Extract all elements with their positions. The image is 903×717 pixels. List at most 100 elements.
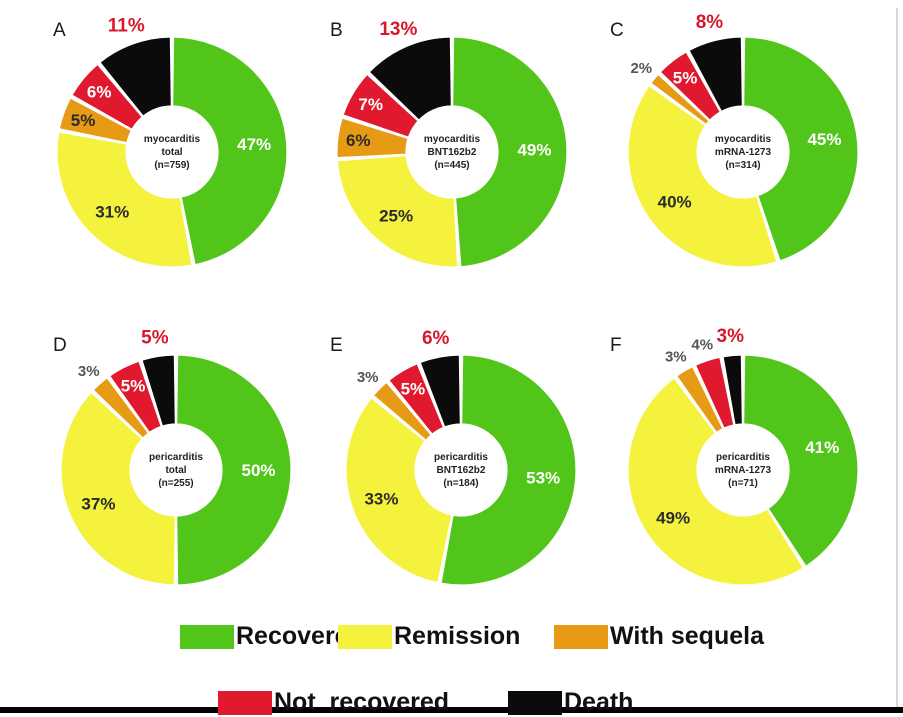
legend-label-death: Death <box>564 688 634 716</box>
slice-label-f-not-recovered: 4% <box>691 337 713 354</box>
slice-label-e-recovered: 53% <box>526 469 560 488</box>
panel-letter-d: D <box>53 335 67 356</box>
panel-letter-f: F <box>610 335 622 356</box>
slice-b-not-recovered <box>342 73 419 138</box>
slice-b-with-sequela <box>336 117 409 159</box>
slice-f-not-recovered <box>694 356 735 429</box>
center-label-d-line-3: (n=255) <box>158 478 193 489</box>
center-label-c-line-2: mRNA-1273 <box>715 147 772 158</box>
legend-item-recovered: Recovered <box>180 622 364 651</box>
slice-label-c-not-recovered: 5% <box>673 68 698 87</box>
center-label-d-line-1: pericarditis <box>149 452 203 463</box>
slice-e-recovered <box>440 354 577 586</box>
slice-a-not-recovered <box>71 63 144 131</box>
slice-d-recovered <box>176 354 292 586</box>
slice-label-a-with-sequela: 5% <box>71 111 96 130</box>
slice-b-recovered <box>452 36 568 268</box>
slice-d-not-recovered <box>108 360 162 434</box>
legend-item-death: Death <box>508 688 633 717</box>
legend-label-remission: Remission <box>394 622 521 650</box>
slice-label-f-recovered: 41% <box>805 438 839 457</box>
slice-label-c-remission: 40% <box>658 193 692 212</box>
center-label-b-line-1: myocarditis <box>424 134 481 145</box>
legend-swatch-with-sequela <box>554 624 608 649</box>
slice-label-d-remission: 37% <box>81 495 115 514</box>
panel-letter-b: B <box>330 20 343 41</box>
slice-label-b-not-recovered: 7% <box>358 95 383 114</box>
slice-label-f-death: 3% <box>717 326 745 347</box>
center-label-c-line-1: myocarditis <box>715 134 772 145</box>
slice-label-b-remission: 25% <box>379 206 413 225</box>
center-label-e-line-3: (n=184) <box>443 478 478 489</box>
center-label-a-line-1: myocarditis <box>144 134 201 145</box>
slice-f-with-sequela <box>675 365 724 434</box>
legend-swatch-remission <box>338 624 392 649</box>
slice-c-remission <box>627 84 778 268</box>
slice-label-c-with-sequela: 2% <box>630 60 652 77</box>
slice-label-d-not-recovered: 5% <box>121 377 146 396</box>
slice-b-death <box>368 36 452 121</box>
center-label-b-line-2: BNT162b2 <box>428 147 477 158</box>
slice-f-remission <box>627 377 805 586</box>
slice-label-e-with-sequela: 3% <box>357 369 379 386</box>
slice-a-death <box>99 36 172 117</box>
slice-c-not-recovered <box>659 51 722 121</box>
legend-label-with-sequela: With sequela <box>610 622 764 650</box>
center-label-a-line-2: total <box>161 147 182 158</box>
legend-item-remission: Remission <box>338 622 520 651</box>
center-label-e-line-1: pericarditis <box>434 452 488 463</box>
panel-letter-a: A <box>53 20 66 41</box>
slice-label-b-death: 13% <box>379 19 417 40</box>
slice-label-d-death: 5% <box>141 327 169 348</box>
slice-label-a-death: 11% <box>108 16 145 37</box>
slice-c-with-sequela <box>650 73 710 126</box>
slice-d-with-sequela <box>92 377 150 439</box>
slice-label-a-not-recovered: 6% <box>87 83 112 102</box>
center-label-f-line-1: pericarditis <box>716 452 770 463</box>
legend-swatch-not-recovered <box>218 690 272 715</box>
slice-e-with-sequela <box>372 381 433 442</box>
slice-label-b-with-sequela: 6% <box>346 131 371 150</box>
legend-item-not-recovered: Not recovered <box>218 688 449 717</box>
slice-d-remission <box>60 391 176 586</box>
slice-label-e-remission: 33% <box>364 490 398 509</box>
slice-d-death <box>141 354 176 427</box>
legend-swatch-death <box>508 690 562 715</box>
slice-label-a-recovered: 47% <box>237 135 271 154</box>
slice-f-death <box>722 354 743 426</box>
bottom-divider <box>0 707 903 713</box>
slice-label-a-remission: 31% <box>95 203 129 222</box>
center-label-f-line-2: mRNA-1273 <box>715 465 772 476</box>
panel-letter-e: E <box>330 335 343 356</box>
slice-c-recovered <box>743 36 859 262</box>
slice-c-death <box>688 36 743 113</box>
center-label-a-line-3: (n=759) <box>154 160 189 171</box>
legend-label-not-recovered: Not recovered <box>274 688 450 716</box>
slice-label-e-not-recovered: 5% <box>401 380 426 399</box>
center-label-d-line-2: total <box>165 465 186 476</box>
center-label-c-line-3: (n=314) <box>725 160 760 171</box>
legend-item-with-sequela: With sequela <box>554 622 764 651</box>
slice-label-c-recovered: 45% <box>807 130 841 149</box>
slice-label-e-death: 6% <box>422 328 450 349</box>
center-label-b-line-3: (n=445) <box>434 160 469 171</box>
legend-swatch-recovered <box>180 624 234 649</box>
slice-e-death <box>419 354 461 428</box>
slice-e-remission <box>345 397 453 584</box>
center-label-e-line-2: BNT162b2 <box>437 465 486 476</box>
slice-a-remission <box>56 131 193 268</box>
slice-label-d-recovered: 50% <box>241 461 275 480</box>
slice-e-not-recovered <box>388 362 445 435</box>
slice-a-recovered <box>172 36 288 266</box>
center-label-f-line-3: (n=71) <box>728 478 758 489</box>
slice-label-f-with-sequela: 3% <box>665 349 687 366</box>
slice-label-d-with-sequela: 3% <box>78 363 100 380</box>
